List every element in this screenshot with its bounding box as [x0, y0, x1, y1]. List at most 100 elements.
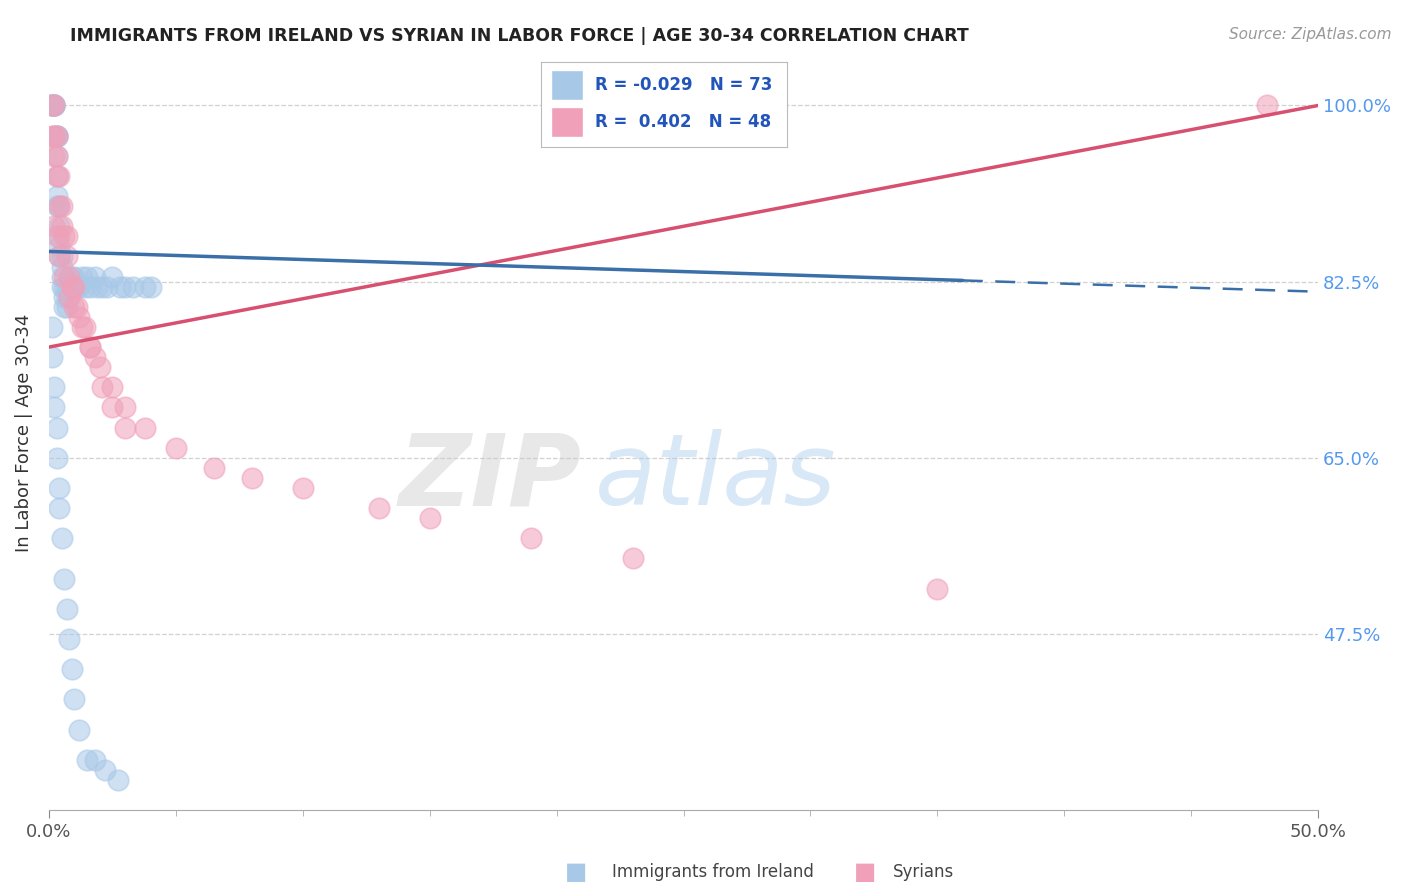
Point — [48, 250, 70, 264]
Text: R = -0.029   N = 73: R = -0.029 N = 73 — [596, 76, 773, 94]
Point — [53, 229, 76, 244]
Point — [67, 279, 90, 293]
Point — [48, 229, 70, 244]
Point — [45, 189, 67, 203]
Point — [53, 572, 76, 586]
Point — [368, 501, 391, 516]
Point — [67, 310, 90, 324]
Point — [45, 128, 67, 143]
Point — [927, 582, 949, 596]
Point — [42, 128, 65, 143]
FancyBboxPatch shape — [551, 70, 583, 100]
Point — [101, 380, 124, 394]
Point — [53, 290, 76, 304]
Point — [51, 269, 73, 284]
Point — [41, 320, 63, 334]
Point — [42, 128, 65, 143]
Point — [51, 219, 73, 234]
Point — [41, 98, 63, 112]
Point — [114, 420, 136, 434]
Point — [42, 401, 65, 415]
Point — [101, 269, 124, 284]
Point — [41, 98, 63, 112]
Point — [51, 532, 73, 546]
Point — [45, 229, 67, 244]
Point — [76, 753, 98, 767]
Point — [60, 269, 83, 284]
Point — [48, 199, 70, 213]
Point — [48, 219, 70, 234]
Point — [45, 149, 67, 163]
Point — [66, 300, 89, 314]
Point — [1256, 98, 1278, 112]
Point — [73, 320, 96, 334]
Point — [42, 98, 65, 112]
Point — [114, 279, 136, 293]
Point — [70, 320, 93, 334]
Point — [83, 753, 105, 767]
Point — [58, 632, 80, 646]
Point — [41, 128, 63, 143]
Text: IMMIGRANTS FROM IRELAND VS SYRIAN IN LABOR FORCE | AGE 30-34 CORRELATION CHART: IMMIGRANTS FROM IRELAND VS SYRIAN IN LAB… — [70, 27, 969, 45]
Point — [58, 269, 80, 284]
Point — [42, 98, 65, 112]
Point — [63, 279, 86, 293]
Y-axis label: In Labor Force | Age 30-34: In Labor Force | Age 30-34 — [15, 313, 32, 552]
Point — [70, 269, 93, 284]
Point — [48, 169, 70, 183]
Point — [41, 98, 63, 112]
Point — [291, 481, 314, 495]
Point — [63, 300, 86, 314]
Point — [60, 279, 83, 293]
Point — [60, 279, 83, 293]
Point — [42, 98, 65, 112]
Point — [42, 149, 65, 163]
Point — [55, 250, 77, 264]
Point — [42, 98, 65, 112]
Point — [202, 461, 225, 475]
Point — [42, 219, 65, 234]
Point — [55, 602, 77, 616]
Point — [165, 441, 187, 455]
Point — [419, 511, 441, 525]
Point — [51, 199, 73, 213]
Point — [51, 260, 73, 274]
Point — [76, 269, 98, 284]
Point — [83, 269, 105, 284]
Point — [51, 250, 73, 264]
Point — [134, 420, 156, 434]
Point — [91, 380, 114, 394]
Point — [41, 98, 63, 112]
Point — [86, 279, 108, 293]
Point — [621, 551, 644, 566]
Point — [114, 401, 136, 415]
Text: ■: ■ — [565, 861, 588, 884]
Point — [101, 401, 124, 415]
Point — [45, 199, 67, 213]
Point — [48, 239, 70, 253]
Point — [42, 98, 65, 112]
Text: Syrians: Syrians — [893, 863, 955, 881]
Point — [48, 501, 70, 516]
Point — [240, 471, 263, 485]
Point — [66, 279, 89, 293]
Point — [60, 662, 83, 676]
FancyBboxPatch shape — [551, 107, 583, 137]
Point — [53, 300, 76, 314]
Text: Immigrants from Ireland: Immigrants from Ireland — [612, 863, 814, 881]
Point — [55, 229, 77, 244]
Point — [58, 290, 80, 304]
Point — [41, 350, 63, 364]
Point — [58, 279, 80, 293]
Point — [48, 481, 70, 495]
Point — [79, 340, 101, 354]
Point — [79, 279, 101, 293]
Point — [58, 290, 80, 304]
Point — [67, 723, 90, 737]
Point — [73, 279, 96, 293]
Point — [520, 532, 543, 546]
Text: R =  0.402   N = 48: R = 0.402 N = 48 — [596, 113, 772, 131]
Point — [45, 450, 67, 465]
Point — [134, 279, 156, 293]
Point — [79, 340, 101, 354]
